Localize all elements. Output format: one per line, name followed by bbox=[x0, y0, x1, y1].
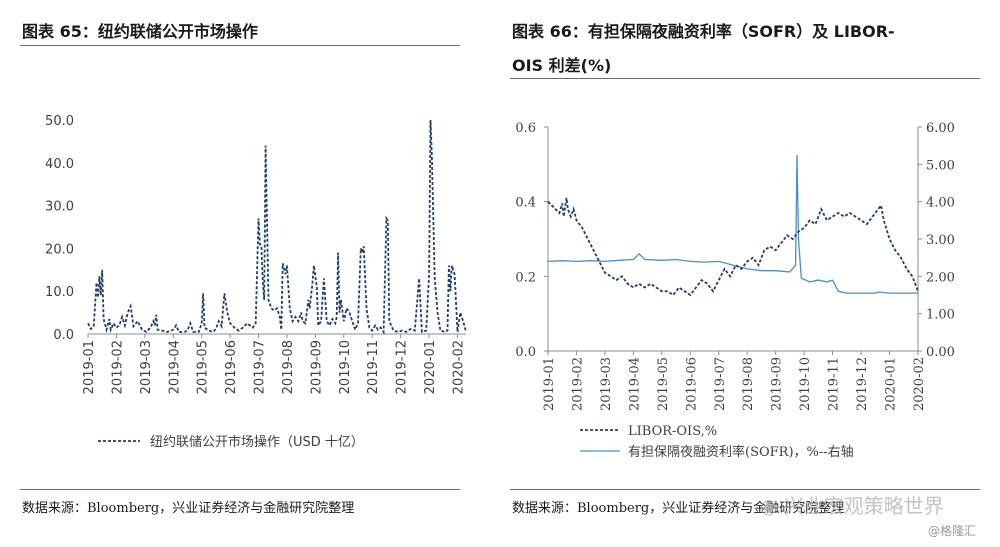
sofr-series-line bbox=[547, 154, 918, 294]
left-source-note: 数据来源：Bloomberg，兴业证券经济与金融研究院整理 bbox=[22, 501, 355, 516]
right-x-tick-label: 2019-06 bbox=[684, 357, 699, 411]
right-x-tick-label: 2019-12 bbox=[855, 357, 870, 411]
left-x-tick-label: 2019-05 bbox=[196, 340, 211, 394]
left-x-tick-label: 2019-08 bbox=[281, 340, 296, 394]
left-x-tick-label: 2019-04 bbox=[167, 340, 182, 394]
wechat-icon: ◉ bbox=[760, 494, 778, 518]
left-x-tick-label: 2019-09 bbox=[309, 340, 324, 394]
right-x-tick-label: 2019-03 bbox=[599, 357, 614, 411]
left-chart-title: 图表 65：纽约联储公开市场操作 bbox=[22, 22, 258, 41]
right-left-y-tick-label: 0.4 bbox=[515, 196, 536, 211]
watermark-credit: @格隆汇 bbox=[928, 524, 977, 538]
left-footer-rule bbox=[20, 489, 460, 490]
left-series-line bbox=[87, 119, 467, 335]
left-x-tick-label: 2019-12 bbox=[395, 340, 410, 394]
left-legend-label: 纽约联储公开市场操作（USD 十亿） bbox=[150, 434, 364, 450]
right-x-tick-label: 2020-02 bbox=[912, 357, 927, 411]
libor-ois-series-line bbox=[547, 197, 919, 297]
right-chart-title-line1: 图表 66：有担保隔夜融资利率（SOFR）及 LIBOR- bbox=[512, 22, 895, 41]
right-x-tick-label: 2019-10 bbox=[798, 357, 813, 411]
right-chart-title-line2: OIS 利差(%) bbox=[512, 56, 612, 75]
right-x-tick-label: 2019-07 bbox=[713, 357, 728, 411]
watermark-brand: ◉ 兴业宏观策略世界 bbox=[760, 490, 944, 519]
left-y-tick-label: 20.0 bbox=[45, 242, 74, 257]
right-title-rule bbox=[510, 78, 980, 79]
right-x-tick-label: 2019-09 bbox=[770, 357, 785, 411]
left-x-tick-label: 2020-01 bbox=[423, 340, 438, 394]
left-y-tick-label: 10.0 bbox=[45, 285, 74, 300]
right-right-y-tick-label: 6.00 bbox=[926, 121, 955, 136]
right-left-y-tick-label: 0.2 bbox=[515, 270, 536, 285]
left-x-tick-label: 2019-02 bbox=[110, 340, 125, 394]
right-right-y-tick-label: 4.00 bbox=[926, 196, 955, 211]
left-x-tick-label: 2019-11 bbox=[366, 340, 381, 394]
left-y-tick-label: 40.0 bbox=[45, 157, 74, 172]
right-right-y-tick-label: 1.00 bbox=[926, 308, 955, 323]
right-x-tick-label: 2019-05 bbox=[656, 357, 671, 411]
right-left-y-tick-label: 0.0 bbox=[515, 345, 536, 360]
right-legend-label-sofr: 有担保隔夜融资利率(SOFR)，%--右轴 bbox=[628, 444, 854, 460]
left-x-tick-label: 2019-06 bbox=[224, 340, 239, 394]
left-x-tick-label: 2019-07 bbox=[253, 340, 268, 394]
right-legend-label-libor: LIBOR-OIS,% bbox=[628, 424, 717, 439]
right-x-tick-label: 2019-11 bbox=[827, 357, 842, 411]
right-x-tick-label: 2020-01 bbox=[884, 357, 899, 411]
right-right-y-tick-label: 2.00 bbox=[926, 270, 955, 285]
left-x-tick-label: 2019-10 bbox=[338, 340, 353, 394]
right-x-tick-label: 2019-02 bbox=[570, 357, 585, 411]
right-source-note: 数据来源：Bloomberg，兴业证券经济与金融研究院整理 bbox=[512, 501, 845, 516]
right-right-y-tick-label: 5.00 bbox=[926, 158, 955, 173]
left-x-tick-label: 2019-01 bbox=[82, 340, 97, 394]
chart-right-svg: 0.0 0.2 0.4 0.6 0.00 1.00 2.00 3.00 4.00 5.00 6.00… bbox=[515, 121, 955, 460]
left-title-rule bbox=[20, 45, 460, 46]
right-x-tick-label: 2019-04 bbox=[627, 357, 642, 411]
right-x-tick-label: 2019-08 bbox=[741, 357, 756, 411]
left-x-tick-label: 2019-03 bbox=[139, 340, 154, 394]
right-footer-rule bbox=[510, 489, 980, 490]
right-right-y-tick-label: 0.00 bbox=[926, 345, 955, 360]
watermark-text: 兴业宏观策略世界 bbox=[783, 494, 944, 518]
left-y-tick-label: 50.0 bbox=[45, 114, 74, 129]
left-x-tick-label: 2020-02 bbox=[451, 340, 466, 394]
right-left-y-tick-label: 0.6 bbox=[515, 121, 536, 136]
chart-left-svg: 0.0 10.0 20.0 30.0 40.0 50.0 2019-01 2019-02 201… bbox=[45, 114, 467, 450]
left-y-tick-label: 30.0 bbox=[45, 200, 74, 215]
right-right-y-tick-label: 3.00 bbox=[926, 233, 955, 248]
right-x-tick-label: 2019-01 bbox=[542, 357, 557, 411]
left-y-tick-label: 0.0 bbox=[53, 328, 74, 343]
